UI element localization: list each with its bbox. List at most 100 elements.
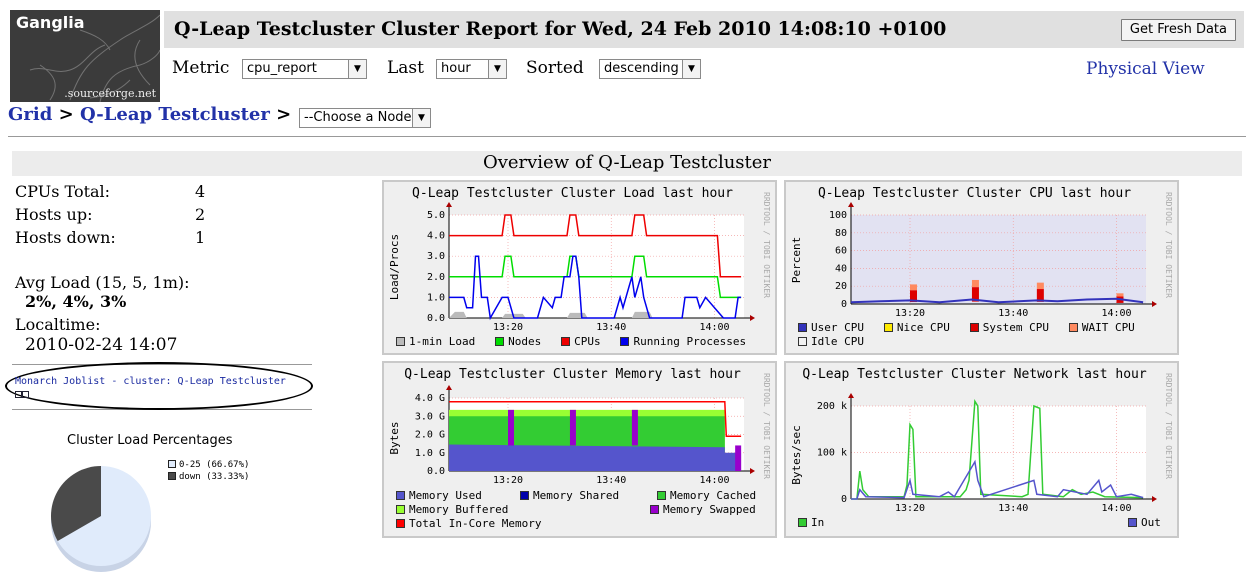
y-tick-label: 200 k	[817, 401, 847, 412]
physical-view-link[interactable]: Physical View	[1086, 59, 1205, 79]
legend-swatch	[561, 337, 571, 346]
system-cpu-bar	[971, 287, 979, 302]
logo-texture	[29, 14, 160, 102]
legend-label: Running Processes	[633, 335, 747, 348]
page-title: Q-Leap Testcluster Cluster Report for We…	[174, 18, 947, 40]
hosts-down-row: Hosts down:	[15, 228, 116, 247]
get-fresh-data-button[interactable]: Get Fresh Data	[1120, 19, 1236, 41]
node-select-value: --Choose a Node	[304, 110, 412, 125]
x-tick-label: 14:00	[699, 322, 729, 333]
x-tick-label: 13:40	[596, 475, 626, 486]
legend-label: User CPU	[811, 321, 864, 334]
rrdtool-credit: RRDTOOL / TOBI OETIKER	[762, 192, 771, 298]
memory-swapped-bar	[508, 409, 514, 446]
wait-cpu-bar	[910, 284, 917, 291]
metric-select[interactable]: cpu_report ▼	[242, 59, 367, 79]
y-axis-arrow	[446, 202, 452, 207]
cluster-network-graph[interactable]: Q-Leap Testcluster Cluster Network last …	[784, 361, 1179, 538]
legend-label: Nice CPU	[896, 321, 950, 334]
sorted-select[interactable]: descending ▼	[599, 59, 701, 79]
cluster-memory-graph[interactable]: Q-Leap Testcluster Cluster Memory last h…	[382, 361, 777, 538]
x-axis-arrow	[1152, 301, 1157, 307]
legend-label: Memory Shared	[533, 489, 620, 502]
node-select[interactable]: --Choose a Node ▼	[299, 108, 431, 128]
legend-label: Memory Cached	[670, 489, 757, 502]
y-axis-label: Bytes	[388, 421, 401, 454]
wait-cpu-bar	[1036, 282, 1044, 290]
y-tick-label: 100	[829, 210, 847, 221]
cpus-series	[449, 214, 742, 278]
hosts-up-row: Hosts up:	[15, 205, 92, 224]
y-axis-label: Bytes/sec	[790, 425, 803, 485]
network-graph-plot: 200 k 100 k 0 13:20 13:40 14:00 Bytes/sec	[790, 393, 1157, 514]
x-tick-label: 13:20	[493, 322, 523, 333]
legend-label: Out	[1141, 516, 1161, 529]
y-tick-label: 40	[835, 263, 847, 274]
load-1min-area	[449, 311, 742, 318]
y-tick-label: 2.0	[427, 272, 445, 283]
wait-cpu-bar	[1116, 293, 1124, 297]
legend-item: CPUs	[561, 335, 601, 348]
memory-swapped-bar	[569, 409, 576, 446]
legend-item: Memory Buffered	[396, 503, 508, 517]
breadcrumb-separator: >	[58, 104, 74, 125]
pie-legend-item: 0-25 (66.67%)	[168, 459, 249, 471]
legend-item: WAIT CPU	[1068, 321, 1135, 334]
legend-item: Memory Swapped	[650, 503, 756, 517]
cpus-total-label: CPUs Total:	[15, 182, 111, 201]
monarch-joblist-link[interactable]: Monarch Joblist - cluster: Q-Leap Testcl…	[15, 376, 286, 387]
legend-label: In	[811, 516, 825, 529]
last-select[interactable]: hour ▼	[436, 59, 507, 79]
y-tick-label: 0.0	[427, 466, 445, 477]
chevron-down-icon: ▼	[682, 60, 700, 78]
sorted-select-value: descending	[604, 61, 679, 76]
cluster-load-graph[interactable]: Q-Leap Testcluster Cluster Load last hou…	[382, 180, 777, 355]
x-axis-arrow	[750, 315, 755, 321]
legend-item: 1-min Load	[396, 335, 475, 348]
legend-item: User CPU	[798, 321, 864, 334]
graph-title: Q-Leap Testcluster Cluster Load last hou…	[412, 186, 733, 201]
load-graph-plot: 5.0 4.0 3.0 2.0 1.0 0.0 13:20 13:40 14:00 Load/Pr…	[388, 202, 755, 333]
legend-swatch	[798, 323, 807, 332]
user-cpu-series	[850, 297, 1144, 304]
pie-legend-item: down (33.33%)	[168, 471, 249, 483]
y-axis-arrow	[848, 202, 854, 207]
pie-legend-label: 0-25 (66.67%)	[179, 460, 250, 470]
overview-header: Overview of Q-Leap Testcluster	[12, 151, 1242, 176]
rrdtool-credit: RRDTOOL / TOBI OETIKER	[1164, 373, 1173, 479]
legend-item: Running Processes	[620, 335, 746, 348]
breadcrumb-grid-link[interactable]: Grid	[8, 104, 53, 125]
running-processes-series	[449, 255, 742, 321]
legend-swatch	[396, 337, 405, 346]
x-tick-label: 13:40	[998, 308, 1028, 319]
graph-title: Q-Leap Testcluster Cluster Memory last h…	[404, 367, 741, 382]
sorted-label: Sorted	[526, 58, 584, 78]
hosts-down-value: 1	[195, 228, 206, 247]
legend-swatch	[883, 323, 893, 332]
pie-slice-0	[57, 466, 151, 566]
x-tick-label: 13:40	[998, 503, 1028, 514]
y-axis-arrow	[848, 393, 854, 398]
memory-used-area	[449, 444, 742, 471]
cluster-cpu-graph[interactable]: Q-Leap Testcluster Cluster CPU last hour…	[784, 180, 1179, 355]
ganglia-logo[interactable]: Ganglia .sourceforge.net	[10, 10, 160, 102]
y-tick-label: 0	[841, 494, 847, 505]
legend-swatch	[1068, 323, 1078, 332]
rrdtool-credit: RRDTOOL / TOBI OETIKER	[1164, 192, 1173, 298]
legend-swatch	[798, 337, 807, 346]
y-tick-label: 60	[835, 246, 847, 257]
x-tick-label: 13:20	[493, 475, 523, 486]
x-tick-label: 14:00	[1101, 503, 1131, 514]
legend-swatch	[168, 472, 176, 480]
legend-swatch	[520, 491, 529, 500]
cpu-graph-plot: 100 80 60 40 20 0 13:20 13:40 14:00 Percent	[790, 202, 1157, 319]
title-bar: Q-Leap Testcluster Cluster Report for We…	[164, 11, 1244, 48]
y-axis-label: Percent	[790, 237, 803, 283]
hosts-up-value: 2	[195, 205, 206, 224]
y-tick-label: 1.0 G	[415, 448, 445, 459]
x-tick-label: 14:00	[699, 475, 729, 486]
breadcrumb-cluster-link[interactable]: Q-Leap Testcluster	[79, 104, 270, 125]
memory-swapped-bar	[631, 409, 638, 446]
joblist-thumbnail-icon[interactable]	[15, 391, 29, 410]
metric-select-value: cpu_report	[247, 61, 317, 76]
